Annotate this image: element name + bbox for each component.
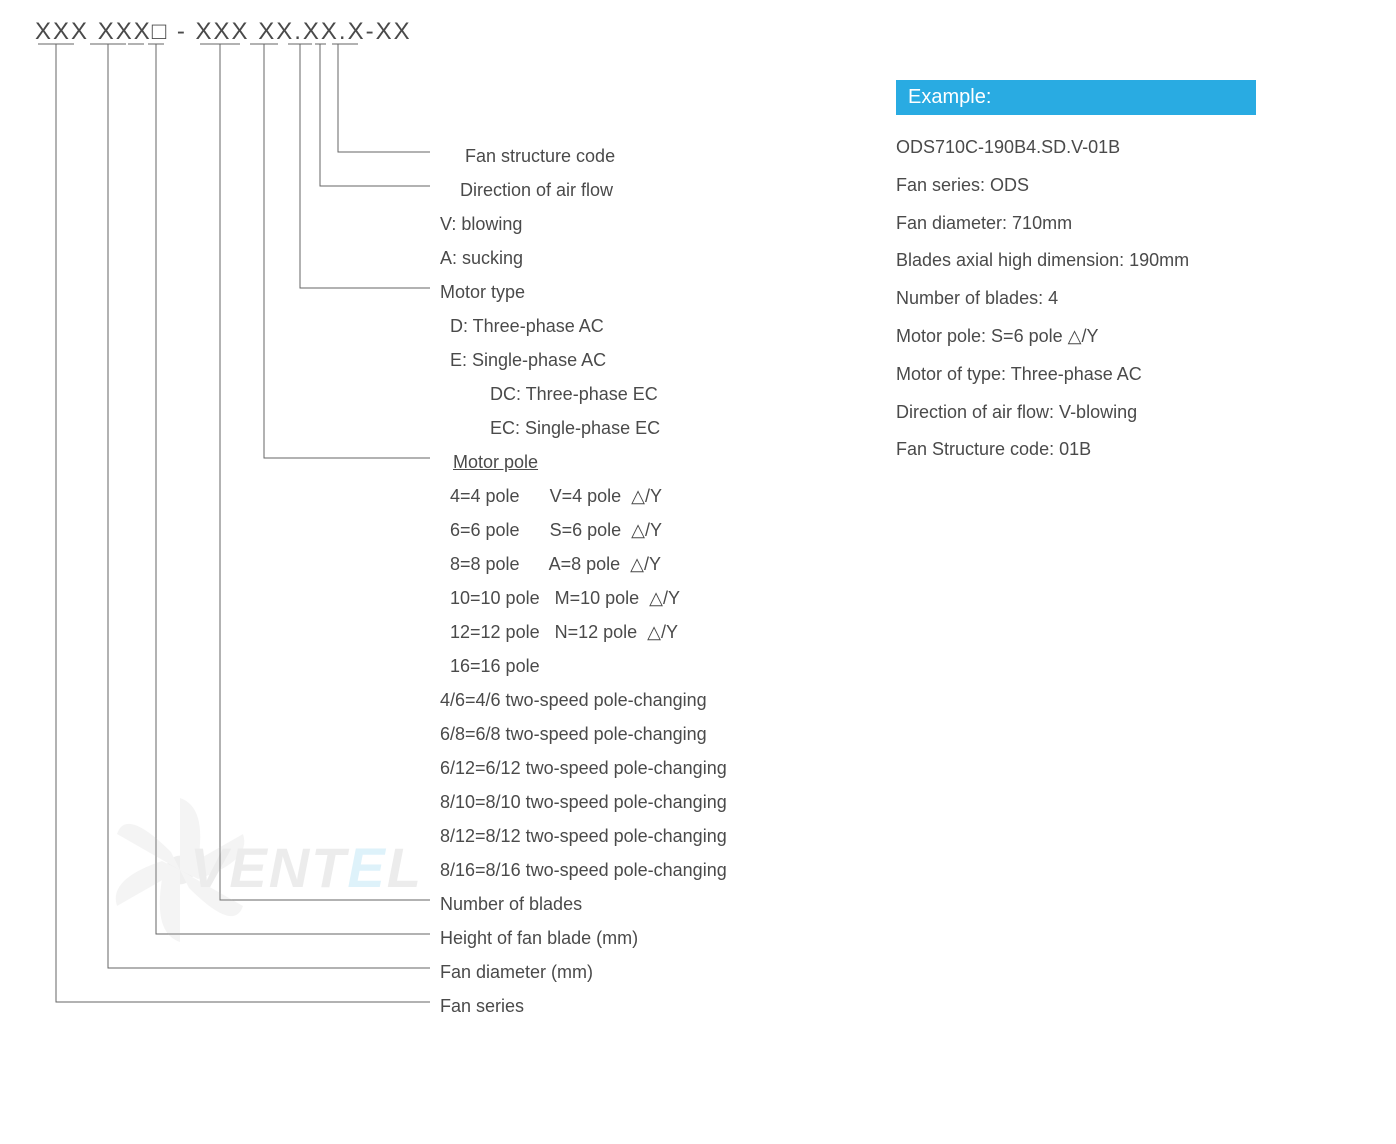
code-format-string: XXX XXX□ - XXX XX.XX.X-XX bbox=[35, 18, 412, 46]
segment-label: Fan series bbox=[440, 996, 524, 1017]
segment-label: 4=4 pole V=4 pole △/Y bbox=[450, 486, 662, 507]
segment-label: Motor type bbox=[440, 282, 525, 303]
segment-label: 10=10 pole M=10 pole △/Y bbox=[450, 588, 680, 609]
example-line: Fan diameter: 710mm bbox=[896, 205, 1256, 243]
segment-label: 6/8=6/8 two-speed pole-changing bbox=[440, 724, 707, 745]
example-line: Motor pole: S=6 pole △/Y bbox=[896, 318, 1256, 356]
example-box: Example: ODS710C-190B4.SD.V-01B Fan seri… bbox=[896, 80, 1256, 469]
segment-label: 8/12=8/12 two-speed pole-changing bbox=[440, 826, 727, 847]
segment-label: D: Three-phase AC bbox=[450, 316, 604, 337]
segment-label: V: blowing bbox=[440, 214, 522, 235]
example-line: Direction of air flow: V-blowing bbox=[896, 394, 1256, 432]
segment-label: Fan structure code bbox=[465, 146, 615, 167]
segment-label: E: Single-phase AC bbox=[450, 350, 606, 371]
segment-label: 6=6 pole S=6 pole △/Y bbox=[450, 520, 662, 541]
segment-label: 12=12 pole N=12 pole △/Y bbox=[450, 622, 678, 643]
example-line: Fan Structure code: 01B bbox=[896, 431, 1256, 469]
example-body: ODS710C-190B4.SD.V-01B Fan series: ODSFa… bbox=[896, 115, 1256, 469]
segment-label: Number of blades bbox=[440, 894, 582, 915]
example-header: Example: bbox=[896, 80, 1256, 115]
fan-icon bbox=[90, 780, 270, 960]
segment-label: Height of fan blade (mm) bbox=[440, 928, 638, 949]
example-code: ODS710C-190B4.SD.V-01B bbox=[896, 129, 1256, 167]
segment-label: 8=8 pole A=8 pole △/Y bbox=[450, 554, 661, 575]
segment-label: EC: Single-phase EC bbox=[490, 418, 660, 439]
watermark-text: VENTEL bbox=[190, 835, 423, 900]
example-line: Fan series: ODS bbox=[896, 167, 1256, 205]
segment-label: 4/6=4/6 two-speed pole-changing bbox=[440, 690, 707, 711]
segment-label: Direction of air flow bbox=[460, 180, 613, 201]
segment-label: A: sucking bbox=[440, 248, 523, 269]
segment-label: Motor pole bbox=[453, 452, 538, 473]
example-line: Blades axial high dimension: 190mm bbox=[896, 242, 1256, 280]
segment-label: 16=16 pole bbox=[450, 656, 540, 677]
segment-label: 8/16=8/16 two-speed pole-changing bbox=[440, 860, 727, 881]
segment-label: Fan diameter (mm) bbox=[440, 962, 593, 983]
example-line: Number of blades: 4 bbox=[896, 280, 1256, 318]
segment-label: 8/10=8/10 two-speed pole-changing bbox=[440, 792, 727, 813]
segment-label: 6/12=6/12 two-speed pole-changing bbox=[440, 758, 727, 779]
segment-label: DC: Three-phase EC bbox=[490, 384, 658, 405]
example-line: Motor of type: Three-phase AC bbox=[896, 356, 1256, 394]
